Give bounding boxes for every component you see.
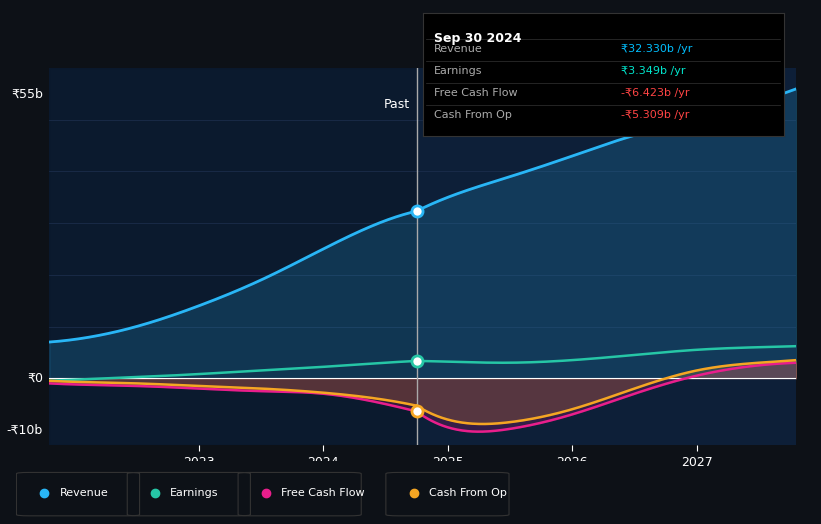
Text: Free Cash Flow: Free Cash Flow bbox=[433, 88, 517, 98]
Bar bbox=[49, 68, 416, 445]
Text: Past: Past bbox=[384, 99, 410, 111]
Text: Cash From Op: Cash From Op bbox=[433, 111, 511, 121]
Text: Revenue: Revenue bbox=[60, 487, 108, 498]
Text: Earnings: Earnings bbox=[171, 487, 219, 498]
Text: ₹3.349b /yr: ₹3.349b /yr bbox=[621, 66, 686, 76]
Text: Earnings: Earnings bbox=[433, 66, 482, 76]
Text: ₹0: ₹0 bbox=[27, 372, 43, 385]
Text: -₹10b: -₹10b bbox=[7, 423, 43, 436]
Text: -₹5.309b /yr: -₹5.309b /yr bbox=[621, 111, 690, 121]
Text: Cash From Op: Cash From Op bbox=[429, 487, 507, 498]
Bar bbox=[416, 68, 796, 445]
Text: Sep 30 2024: Sep 30 2024 bbox=[433, 31, 521, 45]
Text: Analysts Forecasts: Analysts Forecasts bbox=[423, 99, 539, 111]
Text: Free Cash Flow: Free Cash Flow bbox=[281, 487, 365, 498]
Text: Revenue: Revenue bbox=[433, 44, 483, 54]
Text: ₹32.330b /yr: ₹32.330b /yr bbox=[621, 44, 693, 54]
Text: ₹55b: ₹55b bbox=[11, 88, 43, 101]
Text: -₹6.423b /yr: -₹6.423b /yr bbox=[621, 88, 690, 98]
